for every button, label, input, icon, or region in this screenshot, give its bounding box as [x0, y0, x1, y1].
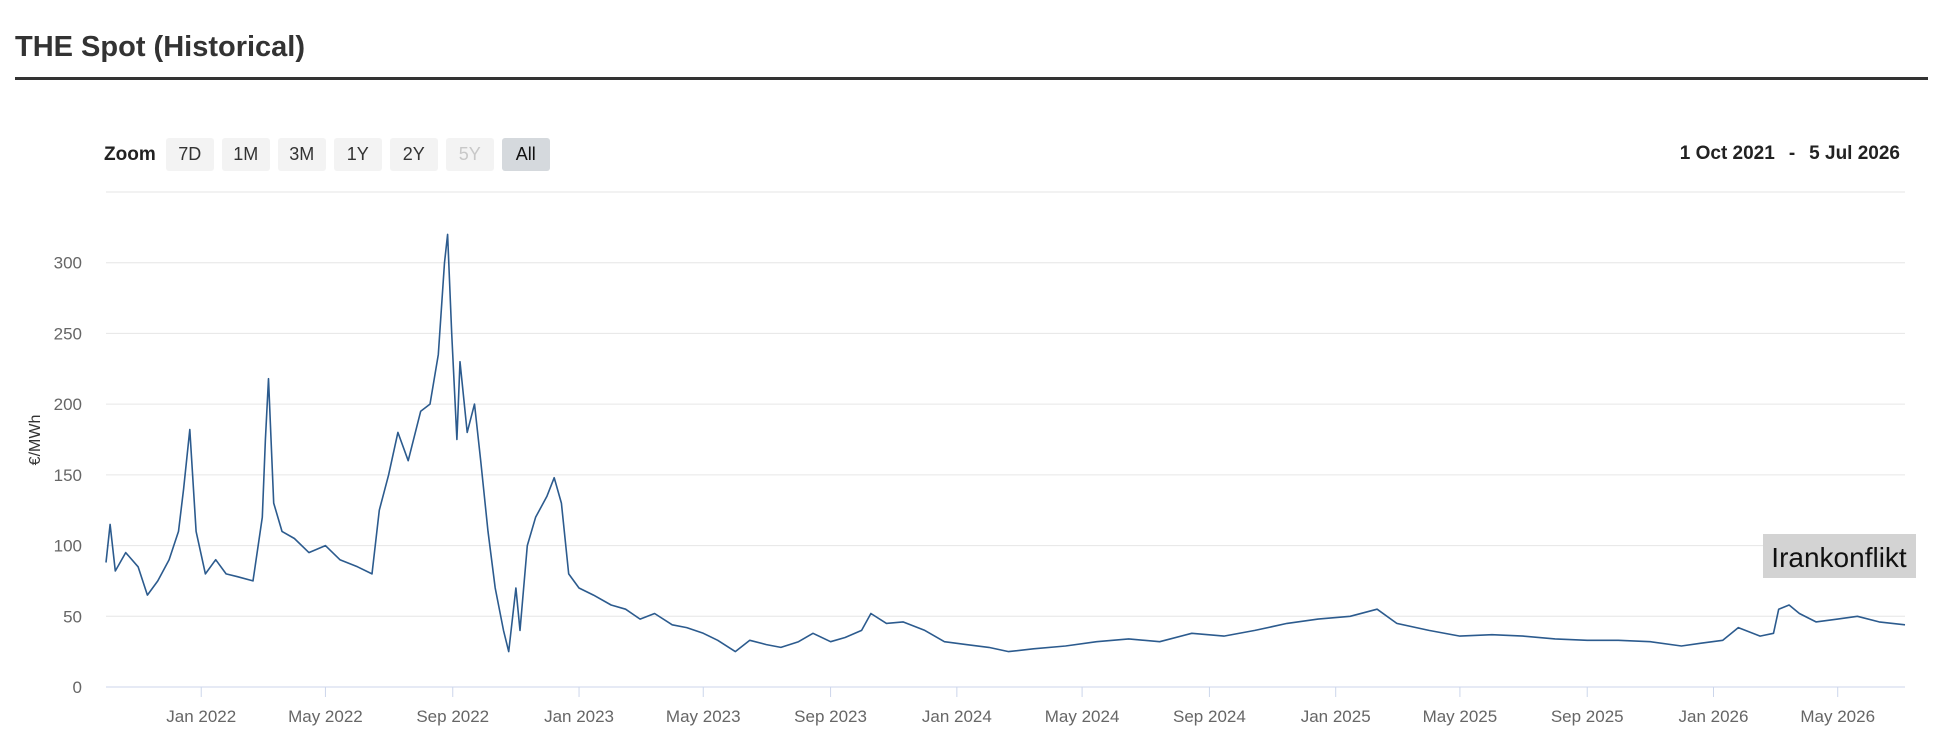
x-tick-label: Sep 2024 [1173, 707, 1246, 726]
y-tick-label: 300 [54, 254, 82, 273]
y-tick-label: 100 [54, 537, 82, 556]
y-tick-label: 200 [54, 395, 82, 414]
zoom-button: 5Y [445, 138, 494, 171]
x-tick-label: May 2023 [666, 707, 741, 726]
x-tick-label: Sep 2022 [416, 707, 489, 726]
y-tick-label: 150 [54, 466, 82, 485]
x-tick-label: Sep 2025 [1551, 707, 1624, 726]
x-tick-label: Jan 2022 [166, 707, 236, 726]
price-line [105, 233, 1906, 653]
x-tick-label: Sep 2023 [794, 707, 867, 726]
range-separator: - [1788, 143, 1796, 164]
zoom-button[interactable]: 2Y [389, 138, 438, 171]
zoom-button[interactable]: 3M [277, 138, 326, 171]
x-tick-label: May 2026 [1800, 707, 1875, 726]
y-tick-label: 50 [63, 607, 82, 626]
zoom-button[interactable]: 7D [165, 138, 214, 171]
x-tick-label: Jan 2026 [1679, 707, 1749, 726]
zoom-button[interactable]: 1M [221, 138, 270, 171]
zoom-button[interactable]: 1Y [333, 138, 382, 171]
x-tick-label: Jan 2024 [922, 707, 992, 726]
x-tick-label: May 2025 [1423, 707, 1498, 726]
title-rule [15, 77, 1928, 80]
page-title: THE Spot (Historical) [15, 31, 306, 63]
annotation: Irankonflikt [1771, 542, 1907, 573]
x-tick-label: May 2022 [288, 707, 363, 726]
date-range: 1 Oct 2021 - 5 Jul 2026 [1680, 143, 1900, 165]
y-tick-label: 250 [54, 324, 82, 343]
y-axis-label: €/MWh [27, 415, 44, 466]
annotation-box [1763, 534, 1916, 578]
zoom-label: Zoom [104, 143, 156, 165]
range-to[interactable]: 5 Jul 2026 [1809, 143, 1900, 164]
zoom-button[interactable]: All [501, 138, 550, 171]
range-from[interactable]: 1 Oct 2021 [1679, 143, 1775, 164]
x-tick-label: May 2024 [1045, 707, 1120, 726]
zoom-bar: Zoom 7D 1M 3M 1Y 2Y 5Y All [104, 138, 550, 171]
y-tick-label: 0 [73, 678, 82, 697]
x-tick-label: Jan 2025 [1301, 707, 1371, 726]
x-tick-label: Jan 2023 [544, 707, 614, 726]
